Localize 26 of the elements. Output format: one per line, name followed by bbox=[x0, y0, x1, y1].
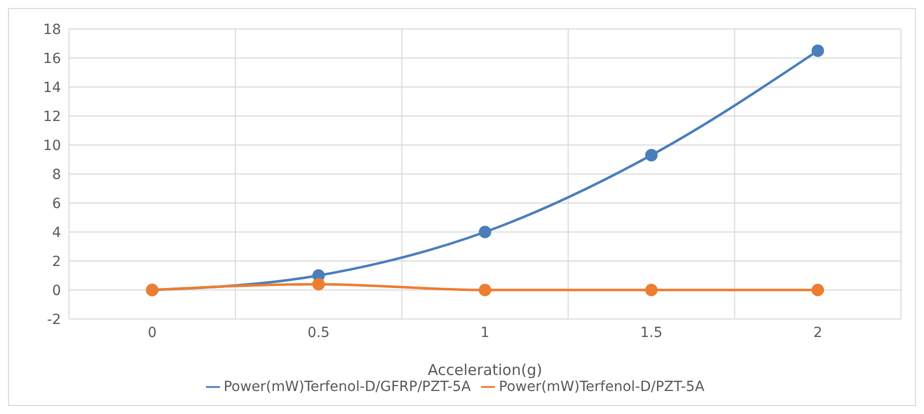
x-tick-label: 1.5 bbox=[640, 324, 663, 341]
y-tick-label: 6 bbox=[52, 196, 62, 212]
point bbox=[812, 284, 824, 296]
y-tick-label: 2 bbox=[52, 254, 61, 270]
point bbox=[645, 148, 658, 162]
y-tick-label: 0 bbox=[52, 282, 61, 299]
x-tick-label: 1 bbox=[480, 324, 490, 341]
legend-label: Power(mW)Terfenol-D/PZT-5A bbox=[498, 379, 704, 395]
point bbox=[812, 44, 824, 57]
x-tick-label: 0 bbox=[148, 324, 157, 341]
point bbox=[312, 278, 325, 290]
x-axis-title: Acceleration(g) bbox=[428, 361, 542, 379]
y-tick-label: 18 bbox=[43, 22, 61, 38]
y-tick-label: 8 bbox=[52, 166, 61, 183]
x-tick-label: 2 bbox=[813, 324, 822, 341]
x-tick-label: 0.5 bbox=[307, 324, 330, 341]
y-tick-label: 14 bbox=[43, 80, 62, 96]
y-tick-label: -2 bbox=[47, 312, 61, 328]
y-tick-label: 10 bbox=[43, 138, 61, 154]
point bbox=[645, 284, 658, 296]
y-tick-label: 12 bbox=[43, 108, 61, 125]
legend-label: Power(mW)Terfenol-D/GFRP/PZT-5A bbox=[224, 379, 471, 395]
y-tick-label: 16 bbox=[43, 50, 62, 67]
y-tick-label: 4 bbox=[52, 224, 62, 241]
point bbox=[478, 284, 492, 296]
point bbox=[478, 226, 492, 238]
